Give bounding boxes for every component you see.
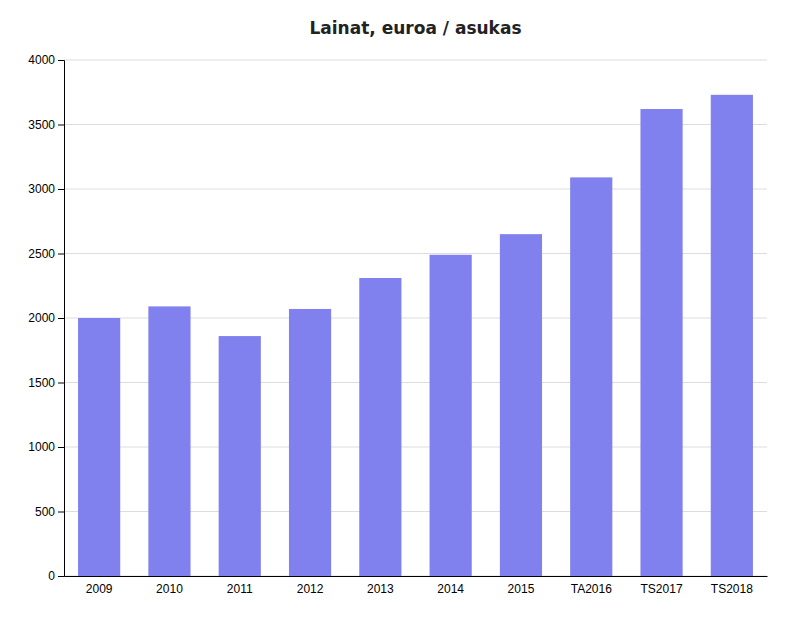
- y-tick: 3500: [28, 118, 64, 132]
- bars: [78, 95, 753, 576]
- x-tick: 2012: [297, 582, 324, 596]
- y-tick-mark: [58, 60, 64, 61]
- bar: [359, 278, 401, 576]
- y-tick-label: 3000: [28, 182, 55, 196]
- y-tick-mark: [58, 447, 64, 448]
- plot: 2009 2010 2011 2012 2013 2014 2015 TA2016 TS2017…: [28, 53, 767, 595]
- x-tick-label: TS2017: [641, 582, 683, 596]
- x-tick-label: 2013: [367, 582, 394, 596]
- y-tick: 500: [35, 505, 64, 519]
- x-tick: 2010: [156, 582, 183, 596]
- x-tick-label: 2011: [227, 582, 253, 596]
- y-tick-label: 1000: [28, 440, 55, 454]
- grid-line: [64, 60, 767, 61]
- y-tick-mark: [58, 189, 64, 190]
- y-tick-mark: [58, 318, 64, 319]
- bar: [148, 306, 190, 576]
- x-tick: TS2018: [711, 582, 753, 596]
- x-tick: 2014: [437, 582, 464, 596]
- bar: [640, 109, 682, 576]
- y-tick-label: 1500: [28, 376, 55, 390]
- bar: [219, 336, 261, 576]
- y-tick: 4000: [28, 53, 64, 67]
- x-tick: TA2016: [571, 582, 612, 596]
- y-axis-line: [58, 61, 65, 577]
- title: Lainat, euroa / asukas: [309, 18, 521, 38]
- y-tick: 3000: [28, 182, 64, 196]
- y-tick: 0: [48, 569, 64, 583]
- y-tick-label: 4000: [28, 53, 55, 67]
- y-tick: 1000: [28, 440, 64, 454]
- bar: [500, 234, 542, 576]
- bar: [430, 255, 472, 576]
- y-tick-mark: [58, 576, 64, 577]
- y-tick-mark: [58, 383, 64, 384]
- y-tick-mark: [58, 125, 64, 126]
- x-tick-label: 2009: [86, 582, 113, 596]
- x-tick: 2015: [508, 582, 535, 596]
- y-tick-mark: [58, 512, 64, 513]
- y-tick-label: 0: [48, 569, 55, 583]
- x-axis-line: [65, 576, 768, 577]
- chart: 2009 2010 2011 2012 2013 2014 2015 TA2016 TS2017…: [0, 0, 791, 620]
- x-tick-label: 2012: [297, 582, 324, 596]
- y-tick-mark: [58, 254, 64, 255]
- x-tick-label: TA2016: [571, 582, 612, 596]
- x-tick: 2011: [227, 582, 253, 596]
- x-tick-label: 2014: [437, 582, 464, 596]
- grid: [64, 60, 767, 576]
- y-tick: 2500: [28, 247, 64, 261]
- x-tick: 2013: [367, 582, 394, 596]
- y-tick: 2000: [28, 311, 64, 325]
- bar: [570, 177, 612, 576]
- y-axis: 0 500 1000 1500 2000 2500 3000 3500 4000: [28, 53, 64, 583]
- y-tick-label: 500: [35, 505, 55, 519]
- x-axis: 2009 2010 2011 2012 2013 2014 2015 TA2016 TS2017…: [65, 577, 768, 596]
- y-tick-label: 2000: [28, 311, 55, 325]
- y-tick-label: 2500: [28, 247, 55, 261]
- y-tick: 1500: [28, 376, 64, 390]
- x-tick-label: 2010: [156, 582, 183, 596]
- x-tick: TS2017: [641, 582, 683, 596]
- x-tick-label: TS2018: [711, 582, 753, 596]
- x-tick-label: 2015: [508, 582, 535, 596]
- bar: [289, 309, 331, 576]
- y-tick-label: 3500: [28, 118, 55, 132]
- bar: [78, 318, 120, 576]
- bar: [711, 95, 753, 576]
- x-tick: 2009: [86, 582, 113, 596]
